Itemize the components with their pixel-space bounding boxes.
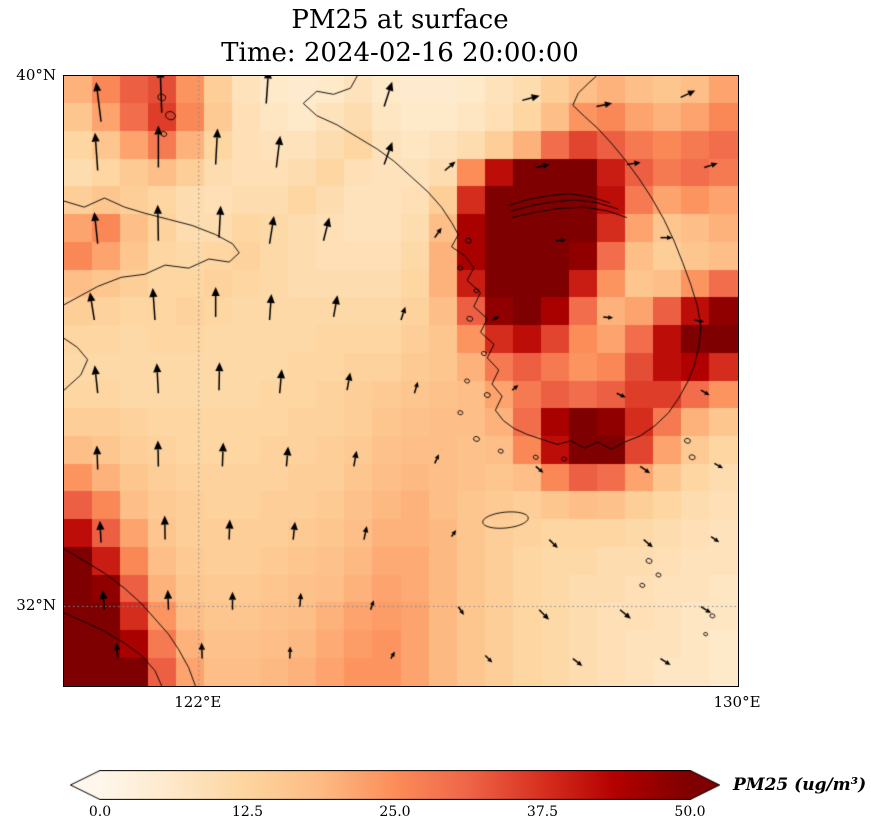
y-tick-label: 32°N (16, 596, 56, 615)
colorbar-canvas (70, 770, 720, 800)
colorbar-tick-label: 12.5 (231, 804, 264, 820)
colorbar (70, 770, 720, 800)
plot-title-line2: Time: 2024-02-16 20:00:00 (221, 37, 579, 68)
map-plot-area (63, 75, 739, 687)
x-tick-label: 130°E (713, 693, 761, 711)
colorbar-label: PM25 (ug/m³) (733, 775, 867, 795)
colorbar-tick-label: 0.0 (88, 804, 112, 820)
colorbar-tick-label: 37.5 (526, 804, 559, 820)
plot-title-line1: PM25 at surface (291, 5, 509, 35)
pm25-heatmap-canvas (64, 76, 738, 686)
colorbar-tick-label: 50.0 (674, 804, 706, 820)
plot-title: PM25 at surface Time: 2024-02-16 20:00:0… (63, 4, 737, 69)
colorbar-tick-label: 25.0 (379, 804, 411, 820)
x-tick-label: 122°E (174, 693, 222, 711)
y-tick-label: 40°N (16, 66, 56, 84)
